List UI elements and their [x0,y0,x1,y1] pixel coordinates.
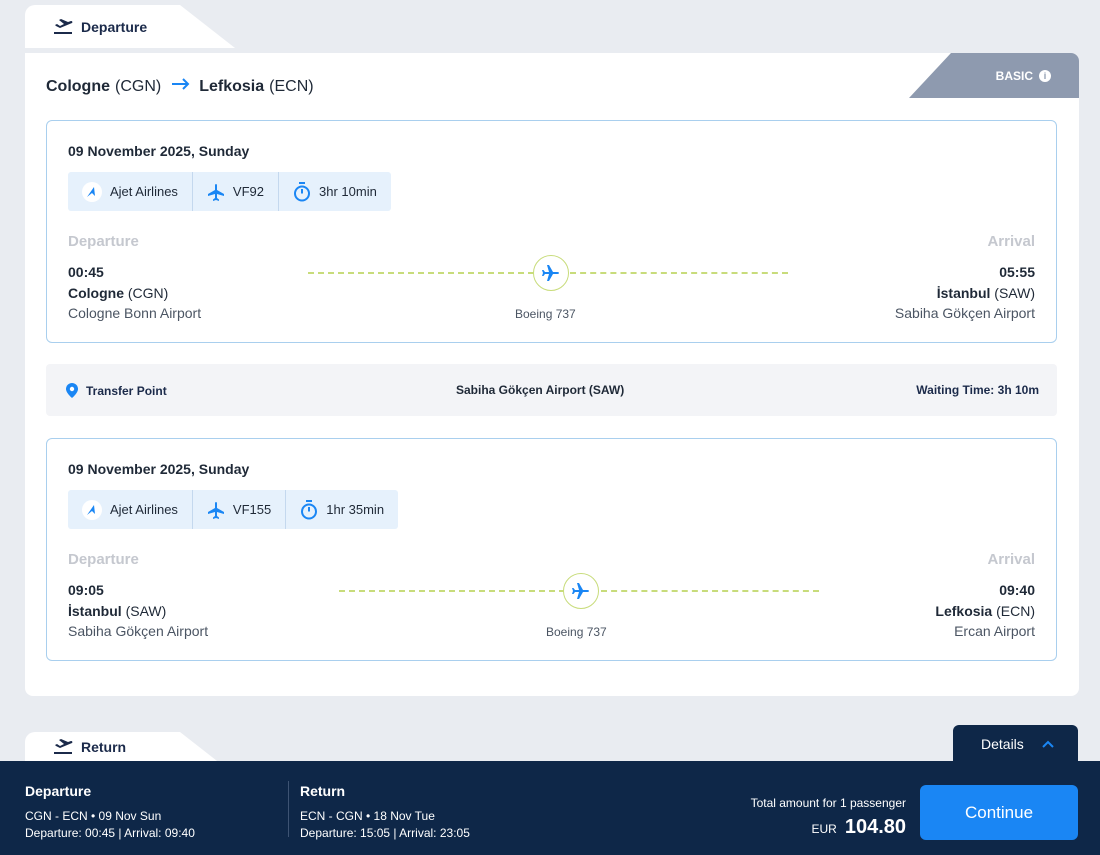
waiting-time-value: 3h 10m [997,383,1039,397]
summary-return: Return ECN - CGN • 18 Nov Tue Departure:… [300,783,470,842]
details-label: Details [981,736,1024,752]
waiting-time-label: Waiting Time: [916,383,995,397]
flight-duration: 1hr 35min [326,502,385,517]
segment-date: 09 November 2025, Sunday [68,143,250,159]
fare-badge-label: BASIC [995,68,1033,83]
summary-divider [288,781,289,837]
airline-name: Ajet Airlines [110,184,178,199]
departure-time: 09:05 [68,582,104,598]
airline-name: Ajet Airlines [110,502,178,517]
departure-airport: Cologne Bonn Airport [68,305,202,321]
route-to-code: (ECN) [269,77,314,95]
amount-value: 104.80 [844,816,906,838]
departure-card: Cologne (CGN) Lefkosia (ECN) BASIC i 09 … [25,53,1079,696]
departure-label: Departure [68,233,139,250]
flight-number: VF92 [232,184,264,199]
arrival-label: Arrival [987,551,1035,568]
flight-duration: 3hr 10min [319,184,377,199]
departure-city-name: İstanbul [68,603,122,619]
currency: EUR [811,822,837,836]
route-title: Cologne (CGN) Lefkosia (ECN) [46,77,314,96]
summary-departure-route: CGN - ECN • 09 Nov Sun [25,809,162,823]
flight-number: VF155 [232,502,272,517]
tab-return[interactable]: Return [25,732,235,762]
route-plane-icon [563,573,599,609]
ajet-logo-icon [82,499,102,520]
route-to-city: Lefkosia [199,77,265,95]
arrival-city-name: Lefkosia [935,603,993,619]
route-line-left [308,272,534,274]
stopwatch-icon [294,181,310,201]
airline-chip: Ajet Airlines [68,490,193,529]
summary-return-times: Departure: 15:05 | Arrival: 23:05 [300,826,470,840]
flight-segment: 09 November 2025, Sunday Ajet Airlines V… [46,438,1057,661]
ajet-logo-icon [82,181,102,202]
flight-info-chips: Ajet Airlines VF92 3hr 10min [68,172,391,211]
route-line-left [339,590,565,592]
arrival-time: 05:55 [999,264,1035,280]
duration-chip: 3hr 10min [279,172,391,211]
summary-return-title: Return [300,783,346,799]
arrival-city-code: (ECN) [996,603,1035,619]
flight-segment: 09 November 2025, Sunday Ajet Airlines V… [46,120,1057,343]
airline-chip: Ajet Airlines [68,172,193,211]
total-amount: EUR 104.80 [811,816,906,839]
departure-city-name: Cologne [68,285,124,301]
summary-departure: Departure CGN - ECN • 09 Nov Sun Departu… [25,783,195,842]
summary-return-route: ECN - CGN • 18 Nov Tue [300,809,435,823]
arrival-city: İstanbul (SAW) [937,285,1035,301]
segment-date: 09 November 2025, Sunday [68,461,250,477]
aircraft-type: Boeing 737 [546,625,607,639]
tab-departure[interactable]: Departure [25,5,235,48]
aircraft-type: Boeing 737 [515,307,576,321]
departure-time: 00:45 [68,264,104,280]
departure-airport: Sabiha Gökçen Airport [68,623,209,639]
continue-button[interactable]: Continue [920,785,1078,840]
summary-departure-title: Departure [25,783,92,799]
location-pin-icon [66,383,78,398]
plane-icon [207,501,224,519]
plane-icon [207,183,224,201]
route-arrow-icon [171,77,191,96]
arrival-city-name: İstanbul [936,285,991,301]
info-icon[interactable]: i [1039,69,1051,82]
departure-city-code: (SAW) [125,603,167,619]
details-toggle[interactable]: Details [953,725,1078,763]
route-line-right [570,272,788,274]
transfer-airport: Sabiha Gökçen Airport (SAW) [456,383,625,397]
departure-label: Departure [68,551,139,568]
flight-number-chip: VF92 [193,172,279,211]
route-from-city: Cologne [46,77,110,95]
transfer-point-label: Transfer Point [86,383,167,398]
plane-takeoff-icon [54,18,73,34]
flight-number-chip: VF155 [193,490,287,529]
duration-chip: 1hr 35min [286,490,398,529]
route-plane-icon [533,255,569,291]
departure-city-code: (CGN) [127,285,169,301]
tab-return-label: Return [81,739,127,755]
departure-city: Cologne (CGN) [68,285,168,301]
stopwatch-icon [301,499,318,519]
waiting-time: Waiting Time: 3h 10m [916,383,1039,397]
departure-city: İstanbul (SAW) [68,603,166,619]
plane-takeoff-icon [54,739,73,754]
route-from-code: (CGN) [115,77,162,95]
transfer-bar: Transfer Point Sabiha Gökçen Airport (SA… [46,364,1057,416]
arrival-label: Arrival [987,233,1035,250]
tab-departure-label: Departure [81,18,148,35]
arrival-airport: Ercan Airport [954,623,1035,639]
arrival-city: Lefkosia (ECN) [935,603,1035,619]
total-label: Total amount for 1 passenger [750,796,906,810]
chevron-up-icon [1042,740,1054,748]
summary-departure-times: Departure: 00:45 | Arrival: 09:40 [25,826,195,840]
route-line-right [601,590,819,592]
arrival-city-code: (SAW) [994,285,1035,301]
arrival-time: 09:40 [999,582,1035,598]
transfer-point: Transfer Point [66,383,167,398]
arrival-airport: Sabiha Gökçen Airport [894,305,1035,321]
fare-badge[interactable]: BASIC i [909,53,1079,98]
booking-summary-bar: Departure CGN - ECN • 09 Nov Sun Departu… [0,761,1100,855]
flight-info-chips: Ajet Airlines VF155 1hr 35min [68,490,399,529]
